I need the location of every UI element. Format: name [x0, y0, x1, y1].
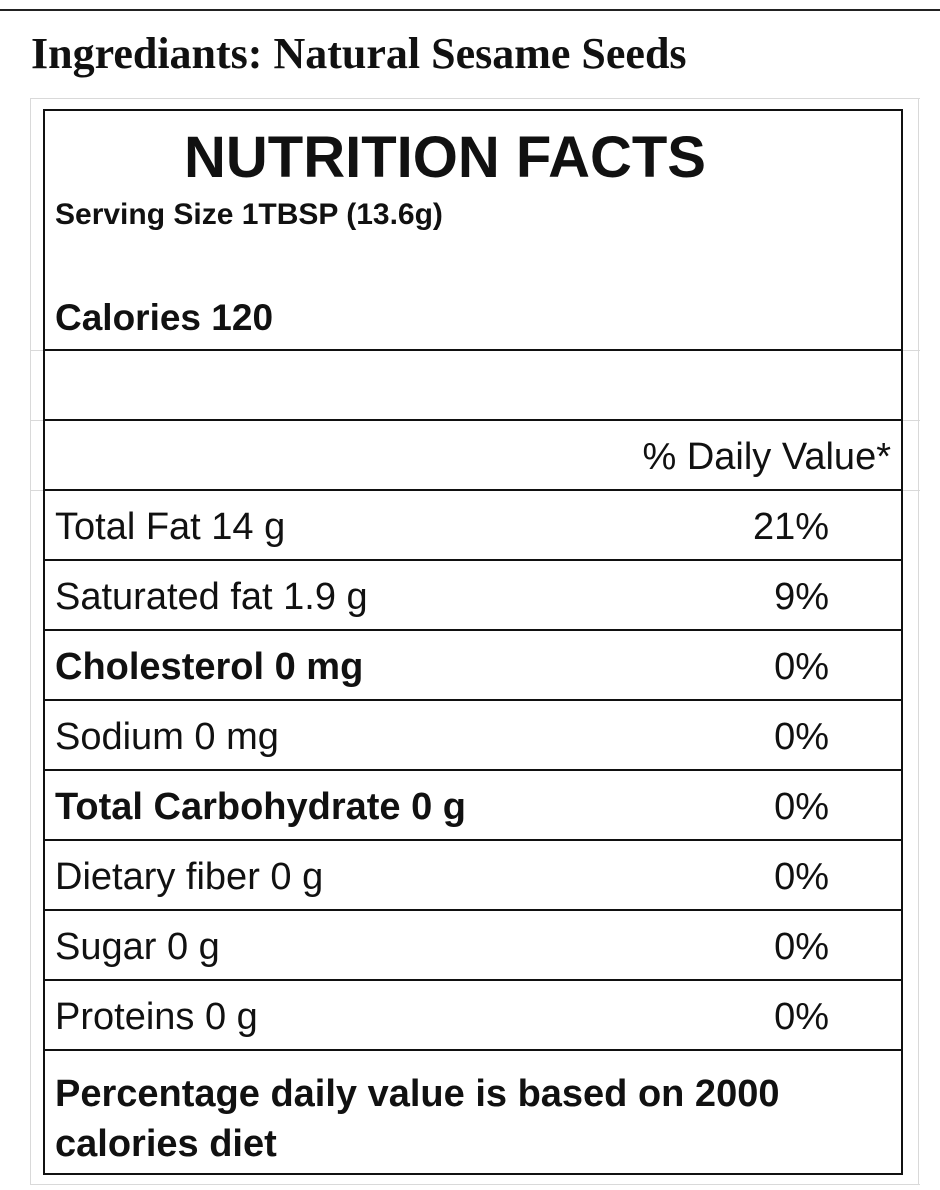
grid-line [30, 98, 31, 1184]
nutrient-percent: 0% [774, 646, 829, 688]
nutrient-label: Dietary fiber 0 g [55, 856, 324, 898]
nutrient-percent: 0% [774, 856, 829, 898]
ingredients-line: Ingrediants: Natural Sesame Seeds [31, 29, 687, 78]
calories: Calories 120 [55, 297, 274, 338]
nutrient-row-total-carbohydrate: Total Carbohydrate 0 g 0% [45, 771, 901, 841]
nutrient-label: Saturated fat 1.9 g [55, 576, 368, 618]
blank-row [45, 351, 901, 421]
nutrition-title: NUTRITION FACTS [184, 125, 706, 190]
nutrient-row-sugar: Sugar 0 g 0% [45, 911, 901, 981]
nutrient-row-proteins: Proteins 0 g 0% [45, 981, 901, 1051]
nutrient-percent: 21% [752, 506, 829, 548]
daily-value-footnote: Percentage daily value is based on 2000 … [55, 1073, 780, 1165]
serving-size: Serving Size 1TBSP (13.6g) [55, 198, 443, 231]
daily-value-header-row: % Daily Value* [45, 421, 901, 491]
nutrient-label: Total Carbohydrate 0 g [55, 786, 467, 828]
nutrient-label: Sodium 0 mg [55, 716, 279, 758]
nutrient-percent: 0% [774, 786, 829, 828]
nutrient-row-sodium: Sodium 0 mg 0% [45, 701, 901, 771]
nutrient-row-saturated-fat: Saturated fat 1.9 g 9% [45, 561, 901, 631]
nutrition-header: NUTRITION FACTS Serving Size 1TBSP (13.6… [45, 111, 901, 351]
nutrient-label: Cholesterol 0 mg [55, 646, 364, 688]
nutrient-label: Total Fat 14 g [55, 506, 286, 548]
daily-value-header: % Daily Value* [642, 436, 891, 478]
top-rule [0, 9, 940, 11]
grid-line [30, 1184, 920, 1185]
nutrient-percent: 9% [774, 576, 829, 618]
nutrition-facts-panel: NUTRITION FACTS Serving Size 1TBSP (13.6… [43, 109, 903, 1175]
nutrient-percent: 0% [774, 996, 829, 1038]
nutrient-percent: 0% [774, 716, 829, 758]
nutrient-label: Proteins 0 g [55, 996, 258, 1038]
nutrient-percent: 0% [774, 926, 829, 968]
nutrient-row-total-fat: Total Fat 14 g 21% [45, 491, 901, 561]
nutrient-row-dietary-fiber: Dietary fiber 0 g 0% [45, 841, 901, 911]
nutrient-row-cholesterol: Cholesterol 0 mg 0% [45, 631, 901, 701]
grid-line [30, 98, 920, 99]
grid-line [918, 98, 919, 1184]
nutrient-label: Sugar 0 g [55, 926, 220, 968]
